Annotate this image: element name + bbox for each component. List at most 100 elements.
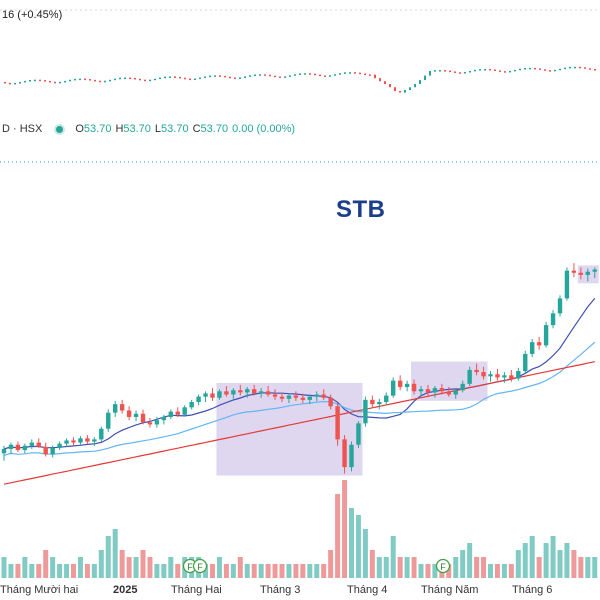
index-candle (209, 75, 211, 78)
index-candle (134, 77, 136, 80)
price-candle-body (147, 422, 153, 425)
index-candle (129, 77, 131, 80)
index-candle (339, 73, 341, 75)
index-candle (569, 66, 571, 69)
index-candle (289, 75, 291, 77)
price-candle-body (286, 395, 292, 399)
index-candle (194, 78, 196, 81)
x-tick-label: Tháng Năm (421, 584, 479, 596)
volume-bar (362, 529, 368, 578)
price-candle-body (592, 269, 597, 272)
price-candle-body (314, 394, 319, 397)
price-candle-body (272, 394, 278, 397)
price-candle-body (307, 396, 312, 400)
index-candle (214, 75, 216, 77)
volume-bar (355, 515, 361, 578)
index-overview-panel: 16 (+0.45%) (0, 0, 600, 115)
index-candle (279, 76, 281, 78)
volume-bar (529, 536, 535, 578)
price-candle-body (571, 270, 577, 273)
index-candle (519, 68, 521, 71)
price-candle-body (140, 413, 146, 423)
x-tick-label: Tháng 4 (347, 584, 388, 596)
price-candle-body (50, 447, 55, 455)
index-candle (54, 81, 56, 84)
volume-bar (390, 536, 396, 578)
price-candle-body (43, 446, 48, 455)
index-candle (284, 76, 286, 78)
index-candle (184, 77, 186, 80)
volume-bar (64, 564, 70, 578)
index-candle (404, 90, 406, 93)
event-marker-label: F (187, 562, 193, 572)
close-value: 53.70 (200, 123, 229, 135)
index-candle (314, 73, 316, 76)
price-candle-body (71, 440, 76, 443)
price-candle-body (224, 391, 229, 395)
price-candle-body (293, 395, 299, 398)
index-candle (479, 69, 481, 71)
volume-bar (272, 564, 278, 578)
index-candle (469, 70, 471, 73)
event-marker-label: F (197, 562, 203, 572)
price-candle-body (495, 374, 500, 378)
price-candle-body (536, 342, 542, 346)
index-candle (454, 71, 456, 73)
volume-bar (22, 557, 28, 578)
index-candle (159, 77, 161, 80)
index-candle (419, 80, 421, 85)
volume-bar (467, 543, 473, 578)
volume-bar (8, 564, 14, 578)
index-candle (414, 84, 416, 88)
index-candle (199, 77, 201, 80)
index-candle (99, 80, 101, 83)
index-candle (34, 79, 36, 82)
index-candle (344, 72, 346, 74)
symbol-label: D · HSX (2, 123, 43, 135)
index-candle (514, 69, 516, 72)
volume-bar (15, 564, 21, 578)
volume-bar (488, 564, 493, 578)
volume-bar (536, 557, 542, 578)
price-candle-body (210, 393, 215, 398)
index-candle (329, 75, 331, 77)
price-candle-body (530, 342, 535, 354)
price-candle-body (29, 442, 34, 446)
index-candle (319, 74, 321, 77)
price-candle-body (126, 410, 132, 417)
price-candle-body (578, 272, 584, 275)
volume-bar (57, 564, 63, 578)
volume-bar (43, 550, 49, 578)
index-candle (559, 68, 561, 71)
x-tick-label: Tháng Mười hai (0, 584, 79, 596)
index-candle (364, 73, 366, 76)
volume-bar (244, 564, 250, 578)
index-candle (594, 69, 596, 71)
volume-bar (321, 564, 327, 578)
index-candle (264, 74, 266, 76)
price-candle-body (460, 383, 465, 391)
price-candle-body (36, 442, 41, 447)
price-candle-body (349, 444, 354, 468)
index-candle (124, 77, 126, 80)
volume-bar (279, 564, 285, 578)
volume-bar (50, 557, 56, 578)
index-candle (304, 73, 306, 75)
volume-bar (418, 564, 424, 578)
price-candle-body (189, 401, 194, 408)
price-candle-body (119, 404, 125, 411)
price-candle-body (258, 391, 264, 394)
index-candle (224, 75, 226, 78)
volume-bar (300, 564, 306, 578)
price-candle-body (550, 313, 556, 326)
price-candle-body (356, 423, 361, 445)
volume-bar (307, 564, 313, 578)
price-candle-body (238, 390, 243, 393)
index-candle (449, 70, 451, 73)
index-candle (9, 82, 11, 85)
price-candle-body (133, 413, 139, 417)
price-candle-body (404, 383, 410, 388)
price-candle-body (182, 407, 187, 415)
